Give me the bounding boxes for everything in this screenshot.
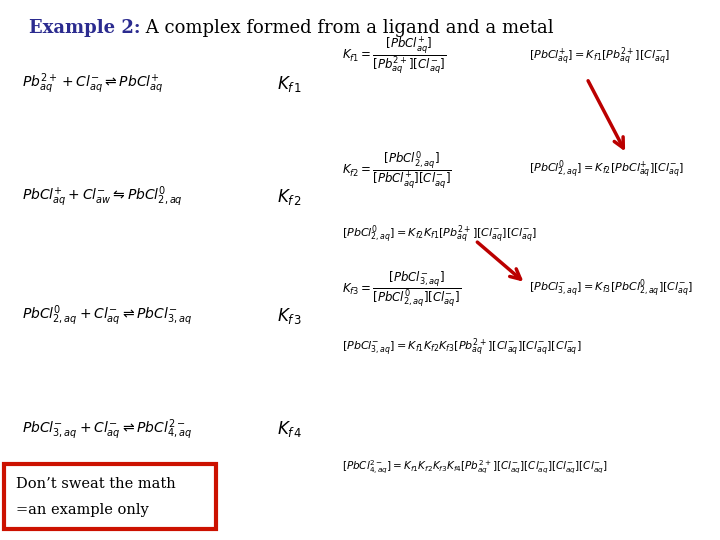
Text: $K_{f1} = \dfrac{[PbCl^{+}_{aq}]}{[Pb^{2+}_{aq}][Cl^{-}_{aq}]}$: $K_{f1} = \dfrac{[PbCl^{+}_{aq}]}{[Pb^{2…	[342, 36, 446, 77]
Text: $[PbCl^{0}_{2,aq}] = K_{f2}K_{f1}[Pb^{2+}_{aq}][Cl^{-}_{aq}][Cl^{-}_{aq}]$: $[PbCl^{0}_{2,aq}] = K_{f2}K_{f1}[Pb^{2+…	[342, 224, 536, 246]
Text: $[PbCl^{-}_{3,aq}] = K_{f3}[PbCl^{0}_{2,aq}][Cl^{-}_{aq}]$: $[PbCl^{-}_{3,aq}] = K_{f3}[PbCl^{0}_{2,…	[529, 278, 693, 300]
FancyBboxPatch shape	[4, 464, 216, 529]
Text: $[PbCl^{+}_{aq}] = K_{f1}[Pb^{2+}_{aq}][Cl^{-}_{aq}]$: $[PbCl^{+}_{aq}] = K_{f1}[Pb^{2+}_{aq}][…	[529, 45, 670, 68]
Text: $PbCl^{-}_{3,aq} + Cl^{-}_{aq} \rightleftharpoons PbCl^{2-}_{4,aq}$: $PbCl^{-}_{3,aq} + Cl^{-}_{aq} \rightlef…	[22, 417, 192, 442]
Text: $K_{f\,4}$: $K_{f\,4}$	[277, 419, 303, 440]
Text: =an example only: =an example only	[16, 503, 148, 517]
Text: $[PbCl^{0}_{2,aq}] = K_{f2}[PbCl^{+}_{aq}][Cl^{-}_{aq}]$: $[PbCl^{0}_{2,aq}] = K_{f2}[PbCl^{+}_{aq…	[529, 159, 685, 181]
Text: $K_{f2} = \dfrac{[PbCl^{0}_{2,aq}]}{[PbCl^{+}_{aq}][Cl^{-}_{aq}]}$: $K_{f2} = \dfrac{[PbCl^{0}_{2,aq}]}{[PbC…	[342, 149, 451, 191]
Text: Example 2:: Example 2:	[29, 19, 140, 37]
Text: $[PbCl^{2-}_{4,aq}] = K_{f1}K_{f2}K_{f3}K_{f4}[Pb^{2+}_{aq}][Cl^{-}_{aq}][Cl^{-}: $[PbCl^{2-}_{4,aq}] = K_{f1}K_{f2}K_{f3}…	[342, 458, 608, 476]
Text: Don’t sweat the math: Don’t sweat the math	[16, 477, 176, 491]
Text: $K_{f\,2}$: $K_{f\,2}$	[277, 187, 302, 207]
Text: A complex formed from a ligand and a metal: A complex formed from a ligand and a met…	[140, 19, 554, 37]
Text: $PbCl^{0}_{2,aq} + Cl^{-}_{aq} \rightleftharpoons PbCl^{-}_{3,aq}$: $PbCl^{0}_{2,aq} + Cl^{-}_{aq} \rightlef…	[22, 303, 192, 328]
Text: $K_{f\,1}$: $K_{f\,1}$	[277, 73, 302, 94]
Text: $K_{f3} = \dfrac{[PbCl^{-}_{3,aq}]}{[PbCl^{0}_{2,aq}][Cl^{-}_{aq}]}$: $K_{f3} = \dfrac{[PbCl^{-}_{3,aq}]}{[PbC…	[342, 269, 461, 309]
Text: $K_{f\,3}$: $K_{f\,3}$	[277, 306, 302, 326]
Text: $[PbCl^{-}_{3,aq}] = K_{f1}K_{f2}K_{f3}[Pb^{2+}_{aq}][Cl^{-}_{aq}][Cl^{-}_{aq}][: $[PbCl^{-}_{3,aq}] = K_{f1}K_{f2}K_{f3}[…	[342, 337, 582, 360]
Text: $PbCl^{+}_{aq} + Cl^{-}_{aw} \leftrightharpoons PbCl^{0}_{2,aq}$: $PbCl^{+}_{aq} + Cl^{-}_{aw} \leftrighth…	[22, 185, 182, 210]
Text: $Pb^{2+}_{aq} + Cl^{-}_{aq} \rightleftharpoons PbCl^{+}_{aq}$: $Pb^{2+}_{aq} + Cl^{-}_{aq} \rightleftha…	[22, 71, 163, 96]
